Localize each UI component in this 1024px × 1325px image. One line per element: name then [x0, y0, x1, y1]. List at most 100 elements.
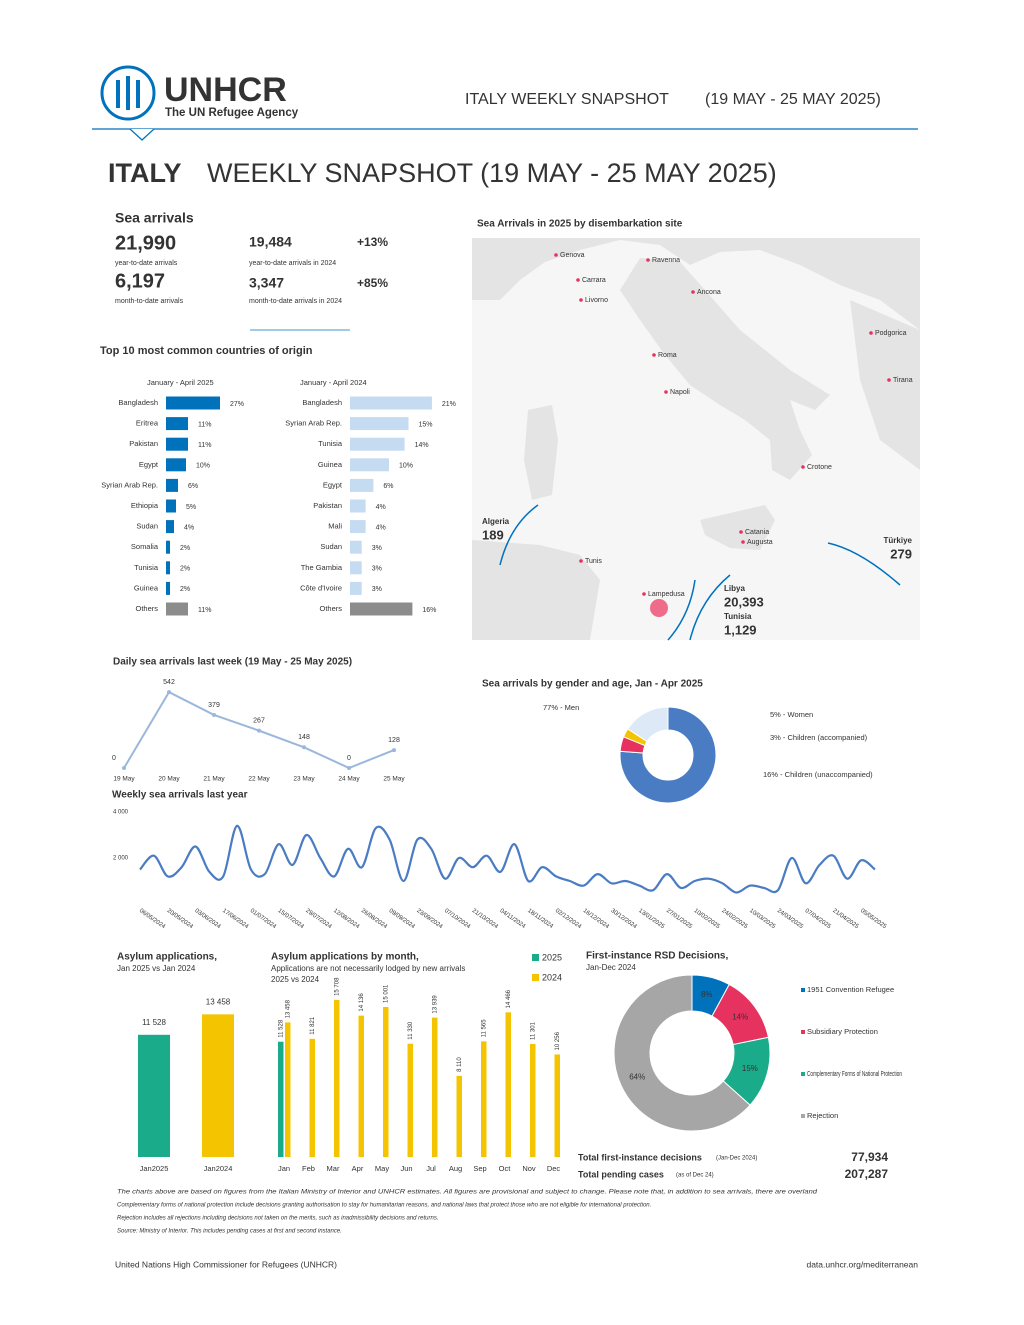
- place-marker: [691, 290, 695, 294]
- chart-title: Asylum applications by month,: [271, 952, 419, 963]
- value-label: 14 136: [359, 993, 365, 1012]
- x-tick-label: Apr: [352, 1164, 364, 1173]
- value-label: 11 301: [531, 1021, 537, 1040]
- value-label: 6%: [383, 483, 393, 490]
- x-tick-label: 20 May: [158, 776, 180, 783]
- value-label: 13 939: [433, 995, 439, 1014]
- value-label: 64%: [629, 1073, 645, 1082]
- value-label: 4%: [376, 524, 386, 531]
- donut-segment: [627, 706, 669, 743]
- x-tick-label: May: [375, 1164, 389, 1173]
- section-title: Sea arrivals: [115, 210, 194, 226]
- chart-subtitle: Jan 2025 vs Jan 2024: [117, 964, 196, 973]
- footer-left: United Nations High Commissioner for Ref…: [115, 1259, 337, 1269]
- footer-right: data.unhcr.org/mediterranean: [806, 1259, 918, 1269]
- value-label: 6%: [188, 483, 198, 490]
- place-label: Livorno: [585, 297, 608, 304]
- value-label: 10 256: [555, 1031, 561, 1050]
- value-label: 3%: [372, 566, 382, 573]
- legend-label: Complementary Forms of National Protecti…: [807, 1069, 902, 1078]
- value-label: 11 821: [310, 1016, 316, 1035]
- point: [302, 745, 306, 750]
- place-label: Ancona: [697, 289, 721, 296]
- place-label: Catania: [745, 529, 769, 536]
- place-label: Augusta: [747, 539, 773, 546]
- stat-value: 3,347: [249, 275, 284, 291]
- legend-label: 1951 Convention Refugee: [807, 985, 894, 994]
- bar: [350, 417, 409, 431]
- value-label: 14%: [415, 442, 429, 449]
- x-tick-label: Jul: [426, 1164, 436, 1173]
- header-dates: (19 MAY - 25 MAY 2025): [705, 91, 881, 108]
- category-label: Guinea: [318, 460, 343, 469]
- category-label: Pakistan: [129, 439, 158, 448]
- category-label: Egypt: [323, 480, 343, 489]
- place-marker: [646, 258, 650, 262]
- value-label: 11 528: [279, 1019, 285, 1038]
- chart-subtitle: 2025 vs 2024: [271, 975, 320, 984]
- value-label: 148: [298, 734, 310, 741]
- x-tick-label: Sep: [473, 1164, 486, 1173]
- bar: [350, 602, 413, 616]
- bar: [334, 999, 340, 1157]
- category-label: Egypt: [139, 460, 159, 469]
- category-label: Tunisia: [134, 563, 159, 572]
- point: [167, 690, 171, 695]
- total-value: 77,934: [851, 1150, 888, 1164]
- place-label: Tirana: [893, 377, 913, 384]
- place-marker: [664, 390, 668, 394]
- logo-emblem: [100, 65, 156, 121]
- x-tick-label: 25 May: [383, 776, 405, 783]
- bar: [350, 458, 389, 472]
- place-label: Crotone: [807, 464, 832, 471]
- total-label: Total first-instance decisions: [578, 1152, 702, 1162]
- flow-value: 279: [890, 546, 912, 561]
- value-label: 15%: [742, 1064, 758, 1073]
- value-label: 15%: [419, 421, 433, 428]
- value-label: 27%: [230, 401, 244, 408]
- place-marker: [739, 530, 743, 534]
- value-label: 14%: [732, 1012, 748, 1021]
- place-marker: [652, 353, 656, 357]
- total-note: (Jan-Dec 2024): [716, 1156, 757, 1162]
- chart-title: Sea arrivals by gender and age, Jan - Ap…: [482, 679, 703, 690]
- bar: [350, 478, 374, 492]
- bar: [530, 1043, 536, 1157]
- place-marker: [576, 278, 580, 282]
- value-label: 21%: [442, 401, 456, 408]
- bar: [350, 396, 432, 410]
- donut-segment: [619, 706, 717, 804]
- bar: [166, 478, 178, 492]
- stat-value: 21,990: [115, 232, 176, 254]
- bar: [350, 561, 362, 575]
- place-label: Napoli: [670, 389, 690, 396]
- stat-label: year-to-date arrivals: [115, 260, 178, 267]
- value-label: 11%: [198, 442, 212, 449]
- line: [139, 824, 876, 894]
- legend-label: Subsidiary Protection: [807, 1027, 878, 1036]
- total-note: (as of Dec 24): [676, 1173, 714, 1179]
- bar: [166, 561, 170, 575]
- value-label: 128: [388, 737, 400, 744]
- value-label: 2%: [180, 586, 190, 593]
- value-label: 3%: [372, 586, 382, 593]
- flow-name: Libya: [724, 584, 745, 593]
- stat-label: month-to-date arrivals: [115, 298, 184, 305]
- legend-swatch: [801, 988, 805, 992]
- bar: [166, 396, 220, 410]
- legend-label: 77% - Men: [543, 703, 579, 712]
- legend-label: 5% - Women: [770, 710, 813, 719]
- x-tick-label: Jan2025: [140, 1164, 169, 1173]
- bar: [166, 458, 186, 472]
- value-label: 267: [253, 717, 265, 724]
- footnote: The charts above are based on figures fr…: [117, 1190, 818, 1196]
- value-label: 8 110: [457, 1057, 463, 1072]
- x-tick-label: Nov: [522, 1164, 536, 1173]
- value-label: 0: [112, 755, 116, 762]
- flow-name: Türkiye: [884, 536, 913, 545]
- stat-value: 6,197: [115, 270, 165, 292]
- category-label: Mali: [328, 522, 342, 531]
- bar: [350, 581, 362, 595]
- bar: [166, 540, 170, 554]
- place-marker: [801, 465, 805, 469]
